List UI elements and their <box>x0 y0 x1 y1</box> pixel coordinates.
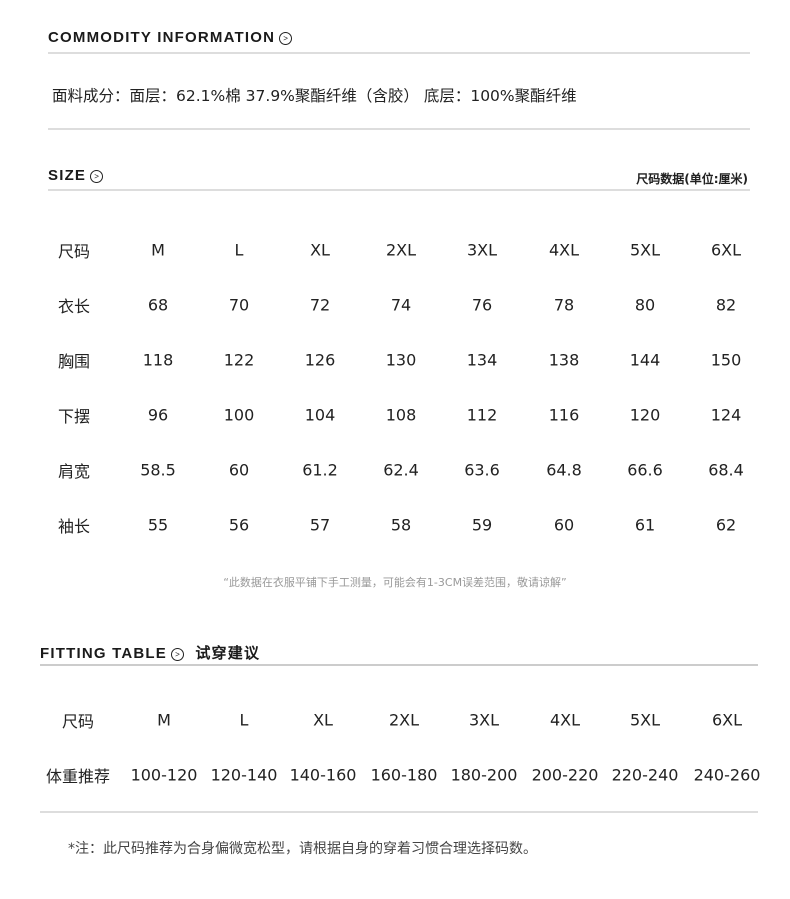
column-header: XL <box>310 240 330 260</box>
table-cell: 138 <box>548 350 580 370</box>
commodity-title: COMMODITY INFORMATION <box>48 29 276 46</box>
table-cell: 140-160 <box>289 765 357 785</box>
fitting-footnote: *注：此尺码推荐为合身偏微宽松型，请根据自身的穿着习惯合理选择码数。 <box>68 841 537 857</box>
column-header: 3XL <box>468 710 500 730</box>
table-cell: 64.8 <box>546 460 582 480</box>
table-cell: 56 <box>228 515 250 535</box>
table-cell: 100-120 <box>130 765 198 785</box>
row-label: 体重推荐 <box>45 767 111 786</box>
table-cell: 160-180 <box>370 765 438 785</box>
table-cell: 63.6 <box>464 460 500 480</box>
column-header: 2XL <box>388 710 420 730</box>
table-cell: 74 <box>390 295 412 315</box>
fitting-title-cn: 试穿建议 <box>195 645 261 662</box>
column-header: 5XL <box>629 240 661 260</box>
table-cell: 68 <box>147 295 169 315</box>
table-cell: 61 <box>634 515 656 535</box>
table-cell: 108 <box>385 405 417 425</box>
size-title: SIZE <box>48 167 87 184</box>
table-cell: 180-200 <box>450 765 518 785</box>
table-cell: 144 <box>629 350 661 370</box>
fabric-composition: 面料成分：面层：62.1%棉 37.9%聚酯纤维（含胶） 底层：100%聚酯纤维 <box>52 87 577 105</box>
table-cell: 68.4 <box>708 460 744 480</box>
table-cell: 220-240 <box>611 765 679 785</box>
table-cell: 58 <box>390 515 412 535</box>
divider <box>40 664 758 666</box>
column-header: 4XL <box>548 240 580 260</box>
column-header: XL <box>313 710 333 730</box>
column-header: L <box>234 240 244 260</box>
row-label: 袖长 <box>57 517 91 536</box>
circle-chevron-right-icon: > <box>90 170 104 183</box>
table-cell: 58.5 <box>140 460 176 480</box>
table-cell: 112 <box>466 405 498 425</box>
table-cell: 134 <box>466 350 498 370</box>
column-header: L <box>239 710 249 730</box>
table-cell: 62.4 <box>383 460 419 480</box>
divider <box>48 52 750 54</box>
table-cell: 100 <box>223 405 255 425</box>
column-header: 6XL <box>711 710 743 730</box>
table-cell: 61.2 <box>302 460 338 480</box>
table-cell: 80 <box>634 295 656 315</box>
table-cell: 70 <box>228 295 250 315</box>
column-header: M <box>151 240 165 260</box>
table-cell: 120 <box>629 405 661 425</box>
table-cell: 60 <box>228 460 250 480</box>
circle-chevron-right-icon: > <box>170 648 184 661</box>
table-cell: 55 <box>147 515 169 535</box>
table-cell: 72 <box>309 295 331 315</box>
table-cell: 66.6 <box>627 460 663 480</box>
column-header: M <box>157 710 171 730</box>
divider <box>48 189 750 191</box>
column-header: 5XL <box>629 710 661 730</box>
table-cell: 116 <box>548 405 580 425</box>
divider <box>40 811 758 813</box>
unit-note: 尺码数据(单位:厘米) <box>636 172 748 186</box>
table-cell: 60 <box>553 515 575 535</box>
row-label: 胸围 <box>57 352 91 371</box>
column-header: 4XL <box>549 710 581 730</box>
table-cell: 57 <box>309 515 331 535</box>
row-label: 尺码 <box>57 242 91 261</box>
table-cell: 126 <box>304 350 336 370</box>
column-header: 6XL <box>710 240 742 260</box>
circle-chevron-right-icon: > <box>279 32 293 45</box>
table-cell: 118 <box>142 350 174 370</box>
table-cell: 78 <box>553 295 575 315</box>
row-label: 下摆 <box>57 407 91 426</box>
size-heading: SIZE > <box>48 167 104 184</box>
table-cell: 62 <box>715 515 737 535</box>
column-header: 2XL <box>385 240 417 260</box>
table-cell: 150 <box>710 350 742 370</box>
table-cell: 59 <box>471 515 493 535</box>
measurement-note: “此数据在衣服平铺下手工测量，可能会有1-3CM误差范围，敬请谅解” <box>223 576 567 589</box>
fitting-title: FITTING TABLE <box>40 645 167 662</box>
commodity-heading: COMMODITY INFORMATION > <box>48 29 293 46</box>
table-cell: 96 <box>147 405 169 425</box>
table-cell: 124 <box>710 405 742 425</box>
fitting-heading: FITTING TABLE > 试穿建议 <box>40 642 260 663</box>
row-label: 尺码 <box>61 712 95 731</box>
divider <box>48 128 750 130</box>
table-cell: 122 <box>223 350 255 370</box>
table-cell: 76 <box>471 295 493 315</box>
table-cell: 200-220 <box>531 765 599 785</box>
table-cell: 82 <box>715 295 737 315</box>
table-cell: 130 <box>385 350 417 370</box>
table-cell: 240-260 <box>693 765 761 785</box>
table-cell: 104 <box>304 405 336 425</box>
row-label: 肩宽 <box>57 462 91 481</box>
row-label: 衣长 <box>57 297 91 316</box>
table-cell: 120-140 <box>210 765 278 785</box>
column-header: 3XL <box>466 240 498 260</box>
